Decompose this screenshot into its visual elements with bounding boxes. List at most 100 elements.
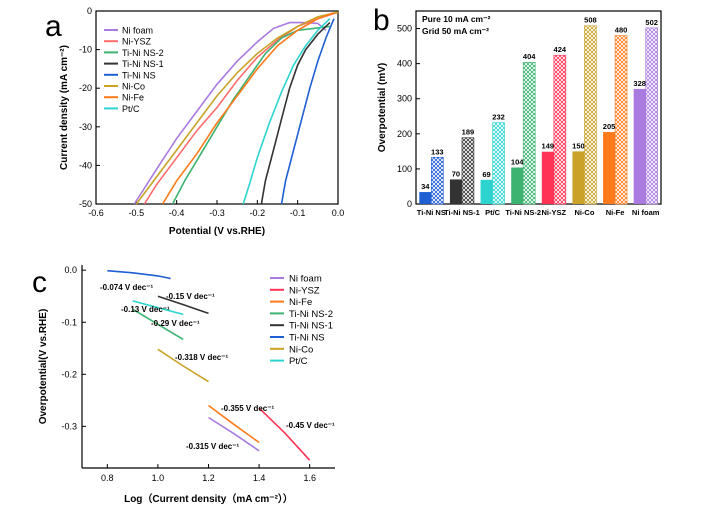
panel-label-c: c bbox=[32, 266, 47, 299]
legend-label: Pure 10 mA cm⁻² bbox=[422, 14, 491, 24]
y-tick-label: -20 bbox=[79, 83, 92, 93]
legend-label: Pt/C bbox=[289, 356, 308, 367]
panel-c-chart: 0.8 1.0 1.2 1.4 1.6 0.0 -0.1 -0.2 -0.3 Log（Curren… bbox=[38, 265, 335, 505]
series-line bbox=[132, 300, 184, 316]
series-line bbox=[157, 348, 209, 383]
category-label: Ni-Fe bbox=[606, 208, 625, 217]
bar-value-label: 34 bbox=[421, 182, 430, 191]
y-tick-label: -0.2 bbox=[61, 369, 77, 379]
bar-value-label: 150 bbox=[572, 141, 585, 150]
bar-pure bbox=[572, 151, 585, 204]
category-label: Ni-YSZ bbox=[542, 208, 567, 217]
bar-pure bbox=[480, 179, 493, 204]
legend-label: Ti-Ni NS-1 bbox=[289, 321, 333, 332]
y-tick-label: -10 bbox=[79, 45, 92, 55]
slope-label: -0.074 V dec⁻¹ bbox=[100, 283, 153, 292]
x-tick-label: 1.0 bbox=[152, 473, 165, 483]
y-tick-label: -0.1 bbox=[61, 317, 77, 327]
legend-label: Ni-Fe bbox=[289, 297, 312, 308]
legend-label: Ni-YSZ bbox=[122, 37, 152, 47]
legend-label: Ni-Co bbox=[122, 82, 145, 92]
x-tick-label: -0.3 bbox=[209, 208, 225, 218]
bar-value-label: 232 bbox=[492, 113, 505, 122]
series-line bbox=[280, 18, 335, 205]
bar-grid bbox=[553, 54, 567, 205]
bar-value-label: 189 bbox=[462, 128, 475, 137]
series-line bbox=[107, 269, 171, 280]
slope-label: -0.15 V dec⁻¹ bbox=[166, 292, 215, 301]
series-line bbox=[135, 11, 339, 205]
x-tick-label: 1.6 bbox=[303, 473, 316, 483]
series-line bbox=[157, 295, 209, 315]
slope-label: -0.45 V dec⁻¹ bbox=[286, 421, 335, 430]
bar-pure bbox=[541, 151, 554, 204]
bar-grid bbox=[461, 137, 475, 205]
y-tick-label: 100 bbox=[397, 164, 412, 174]
series-line bbox=[208, 416, 260, 452]
x-axis-label: Potential (V vs.RHE) bbox=[169, 226, 265, 237]
panel-b-chart: 0 100 200 300 400 500 Overpotential (mV) 34 133 T… bbox=[377, 10, 662, 217]
y-tick-label: -50 bbox=[79, 199, 92, 209]
bar-value-label: 424 bbox=[554, 45, 567, 54]
x-tick-label: 1.2 bbox=[202, 473, 215, 483]
bar-value-label: 508 bbox=[584, 16, 597, 25]
y-tick-label: -30 bbox=[79, 122, 92, 132]
x-tick-label: -0.1 bbox=[290, 208, 306, 218]
plot-frame bbox=[415, 10, 662, 205]
series-line bbox=[132, 308, 184, 341]
legend-label: Ni-Fe bbox=[122, 93, 144, 103]
y-axis-label: Overpotential (mV) bbox=[377, 63, 388, 152]
panel-label-b: b bbox=[373, 4, 390, 37]
y-tick-label: 500 bbox=[397, 24, 412, 34]
y-tick-label: 0 bbox=[407, 199, 412, 209]
y-tick-label: 0.0 bbox=[64, 265, 77, 275]
series-line bbox=[242, 18, 331, 205]
slope-label: -0.29 V dec⁻¹ bbox=[151, 319, 200, 328]
panel-a-chart: -0.6 -0.5 -0.4 -0.3 -0.2 -0.1 0.0 0 -10 -20 -30 -40… bbox=[59, 6, 344, 237]
bar-value-label: 69 bbox=[482, 170, 490, 179]
x-tick-label: -0.4 bbox=[169, 208, 185, 218]
legend-label: Grid 50 mA cm⁻² bbox=[422, 26, 489, 36]
bar-grid bbox=[584, 25, 597, 205]
y-tick-label: 400 bbox=[397, 59, 412, 69]
legend-label: Ti-Ni NS-2 bbox=[122, 48, 164, 58]
bar-pure bbox=[449, 179, 462, 204]
category-label: Ti-Ni NS-1 bbox=[444, 208, 480, 217]
y-tick-label: 300 bbox=[397, 94, 412, 104]
panel-label-a: a bbox=[45, 10, 62, 43]
y-tick-label: -0.3 bbox=[61, 421, 77, 431]
bar-value-label: 502 bbox=[645, 18, 658, 27]
bar-value-label: 404 bbox=[523, 52, 536, 61]
bar-pure bbox=[511, 167, 524, 204]
bar-pure bbox=[633, 88, 646, 204]
bar-value-label: 70 bbox=[452, 169, 460, 178]
slope-label: -0.13 V dec⁻¹ bbox=[121, 305, 170, 314]
category-label: Ti-Ni NS bbox=[417, 208, 446, 217]
category-label: Ni foam bbox=[632, 208, 660, 217]
y-axis-label: Overpotential(V vs.RHE) bbox=[38, 309, 49, 425]
bar-value-label: 205 bbox=[603, 122, 616, 131]
bar-grid bbox=[522, 61, 536, 205]
series-line bbox=[258, 407, 311, 461]
legend-label: Ni-YSZ bbox=[289, 285, 320, 296]
x-tick-label: 0.8 bbox=[101, 473, 114, 483]
series-line bbox=[161, 12, 335, 205]
x-tick-label: 1.4 bbox=[253, 473, 266, 483]
category-label: Pt/C bbox=[485, 208, 501, 217]
legend-label: Pt/C bbox=[122, 104, 140, 114]
x-tick-label: 0.0 bbox=[332, 208, 345, 218]
legend-label: Ti-Ni NS bbox=[122, 70, 156, 80]
slope-label: -0.318 V dec⁻¹ bbox=[175, 353, 228, 362]
y-tick-label: -40 bbox=[79, 160, 92, 170]
bar-grid bbox=[492, 122, 505, 205]
legend-label: Ni foam bbox=[289, 274, 322, 285]
bar-grid bbox=[645, 27, 658, 205]
legend-label: Ni foam bbox=[122, 26, 153, 36]
x-axis-label: Log（Current density（mA cm⁻²）） bbox=[124, 492, 293, 505]
bar-value-label: 104 bbox=[511, 158, 524, 167]
bar-value-label: 480 bbox=[615, 26, 628, 35]
category-label: Ti-Ni NS-2 bbox=[505, 208, 541, 217]
bar-value-label: 133 bbox=[431, 147, 444, 156]
bar-pure bbox=[603, 132, 616, 204]
legend-label: Ti-Ni NS-1 bbox=[122, 59, 164, 69]
